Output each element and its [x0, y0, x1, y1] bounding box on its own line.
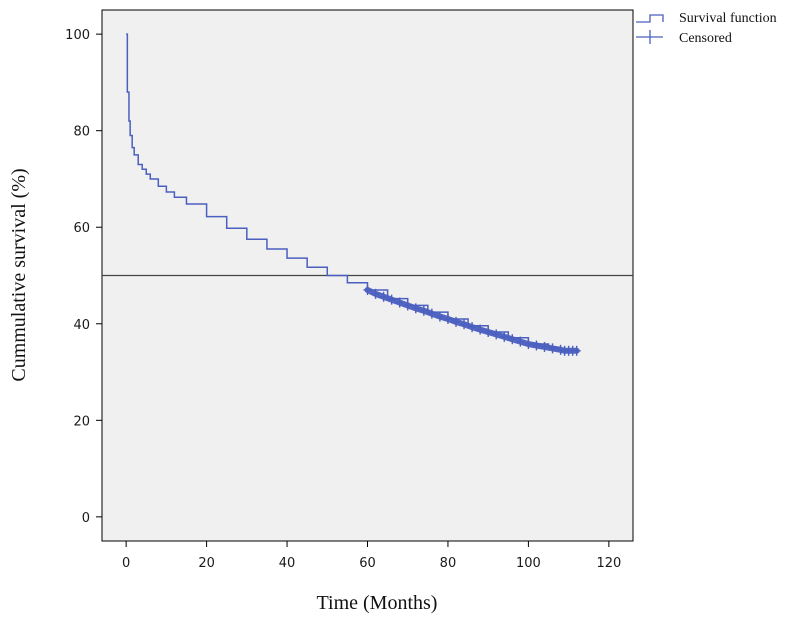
legend-label-censored: Censored — [679, 31, 732, 46]
y-tick-label-80: 80 — [73, 125, 90, 140]
legend-step-icon — [636, 14, 664, 23]
y-tick-label-20: 20 — [73, 414, 90, 429]
y-axis-ticks: 0 20 40 60 80 100 — [65, 28, 102, 526]
legend: Survival function Censored — [636, 11, 777, 46]
x-tick-label-60: 60 — [359, 556, 376, 571]
censored-dense-band — [364, 286, 580, 354]
y-tick-label-40: 40 — [73, 318, 90, 333]
y-axis-title: Cummulative survival (%) — [8, 168, 30, 381]
x-tick-label-80: 80 — [440, 556, 457, 571]
x-tick-label-40: 40 — [279, 556, 296, 571]
y-tick-label-60: 60 — [73, 221, 90, 236]
y-tick-label-100: 100 — [65, 28, 90, 43]
legend-label-survival-function: Survival function — [679, 11, 777, 26]
x-tick-label-120: 120 — [596, 556, 621, 571]
x-axis-ticks: 0 20 40 60 80 100 120 — [122, 541, 621, 571]
x-axis-title: Time (Months) — [317, 592, 438, 614]
x-tick-label-0: 0 — [122, 556, 130, 571]
y-tick-label-0: 0 — [82, 511, 90, 526]
x-tick-label-100: 100 — [516, 556, 541, 571]
x-tick-label-20: 20 — [198, 556, 215, 571]
censored-markers — [363, 284, 581, 356]
